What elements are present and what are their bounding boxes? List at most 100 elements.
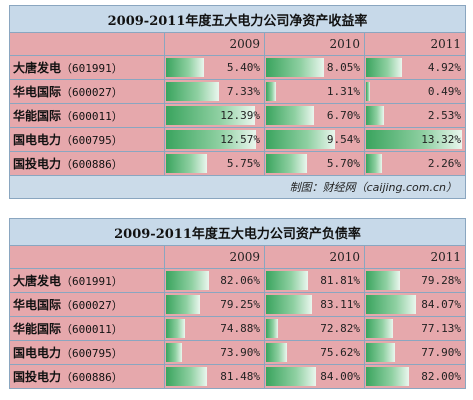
- data-bar: [166, 130, 257, 149]
- source-note: 制图：财经网（caijing.com.cn）: [8, 175, 467, 199]
- data-bar: [266, 82, 276, 101]
- value-label: 5.75%: [226, 157, 260, 170]
- stock-code: （601991）: [61, 62, 123, 75]
- data-bar: [166, 295, 200, 314]
- data-bar: [166, 82, 219, 101]
- value-cell: 79.28%: [363, 268, 467, 293]
- value-cell: 6.70%: [264, 103, 365, 128]
- value-cell: 77.13%: [363, 316, 467, 341]
- stock-code: （601991）: [61, 275, 123, 288]
- value-cell: 79.25%: [164, 292, 265, 317]
- data-bar: [266, 106, 314, 125]
- value-label: 77.13%: [421, 322, 462, 335]
- value-label: 1.31%: [326, 85, 360, 98]
- value-label: 72.82%: [320, 322, 360, 335]
- value-label: 5.40%: [226, 61, 260, 74]
- company-label: 华电国际: [13, 298, 62, 312]
- data-bar: [166, 367, 208, 386]
- data-bar: [266, 271, 309, 290]
- value-label: 8.05%: [326, 61, 360, 74]
- data-bar: [166, 343, 183, 362]
- value-label: 2.26%: [427, 157, 462, 170]
- company-name: 大唐发电（601991）: [9, 268, 165, 293]
- stock-code: （600886）: [61, 371, 123, 384]
- stock-code: （600027）: [61, 299, 123, 312]
- stock-code: （600027）: [61, 86, 123, 99]
- roe-table: 2009-2011年度五大电力公司净资产收益率 2009 2010 2011 大…: [8, 5, 467, 199]
- company-name: 华能国际（600011）: [9, 103, 165, 128]
- value-label: 0.49%: [427, 85, 462, 98]
- header-blank: [9, 32, 165, 56]
- year-header: 2011: [363, 245, 467, 269]
- table-row: 大唐发电（601991） 5.40% 8.05% 4.92%: [9, 55, 467, 80]
- stock-code: （600886）: [61, 158, 123, 171]
- company-label: 大唐发电: [13, 274, 62, 288]
- value-label: 79.28%: [421, 274, 462, 287]
- value-label: 79.25%: [220, 298, 260, 311]
- value-cell: 83.11%: [264, 292, 365, 317]
- data-bar: [166, 154, 208, 173]
- value-cell: 82.00%: [363, 364, 467, 389]
- year-header: 2010: [264, 245, 365, 269]
- value-label: 5.70%: [326, 157, 360, 170]
- data-bar: [366, 106, 385, 125]
- value-label: 84.00%: [320, 370, 360, 383]
- value-cell: 2.53%: [363, 103, 467, 128]
- value-cell: 81.81%: [264, 268, 365, 293]
- table-row: 华能国际（600011） 12.39% 6.70% 2.53%: [9, 103, 467, 128]
- data-bar: [166, 271, 210, 290]
- value-label: 81.81%: [320, 274, 360, 287]
- table-row: 华能国际（600011） 74.88% 72.82% 77.13%: [9, 316, 467, 341]
- data-bar: [366, 130, 462, 149]
- data-bar: [366, 343, 395, 362]
- value-cell: 75.62%: [264, 340, 365, 365]
- company-label: 国电电力: [13, 133, 62, 147]
- company-label: 华能国际: [13, 109, 62, 123]
- value-label: 82.06%: [220, 274, 260, 287]
- value-label: 13.32%: [421, 133, 462, 146]
- debt-table-title: 2009-2011年度五大电力公司资产负债率: [8, 218, 467, 246]
- value-label: 84.07%: [421, 298, 462, 311]
- stock-code: （600795）: [61, 134, 123, 147]
- value-label: 73.90%: [220, 346, 260, 359]
- roe-table-title: 2009-2011年度五大电力公司净资产收益率: [8, 5, 467, 33]
- value-cell: 12.57%: [164, 127, 265, 152]
- value-label: 6.70%: [326, 109, 360, 122]
- debt-ratio-table: 2009-2011年度五大电力公司资产负债率 2009 2010 2011 大唐…: [8, 218, 467, 389]
- value-label: 74.88%: [220, 322, 260, 335]
- data-bar: [366, 58, 402, 77]
- company-label: 华能国际: [13, 322, 62, 336]
- value-cell: 4.92%: [363, 55, 467, 80]
- value-cell: 77.90%: [363, 340, 467, 365]
- stock-code: （600011）: [61, 110, 123, 123]
- value-cell: 5.75%: [164, 151, 265, 176]
- value-label: 77.90%: [421, 346, 462, 359]
- value-cell: 82.06%: [164, 268, 265, 293]
- company-label: 国投电力: [13, 157, 62, 171]
- company-label: 大唐发电: [13, 61, 62, 75]
- company-label: 国投电力: [13, 370, 62, 384]
- company-label: 国电电力: [13, 346, 62, 360]
- company-name: 国投电力（600886）: [9, 151, 165, 176]
- data-bar: [366, 154, 383, 173]
- value-cell: 84.07%: [363, 292, 467, 317]
- value-cell: 8.05%: [264, 55, 365, 80]
- year-header: 2009: [164, 32, 265, 56]
- value-label: 75.62%: [320, 346, 360, 359]
- table-row: 国电电力（600795） 12.57% 9.54% 13.32%: [9, 127, 467, 152]
- value-label: 4.92%: [427, 61, 462, 74]
- value-cell: 81.48%: [164, 364, 265, 389]
- value-cell: 13.32%: [363, 127, 467, 152]
- data-bar: [166, 319, 186, 338]
- table-row: 大唐发电（601991） 82.06% 81.81% 79.28%: [9, 268, 467, 293]
- value-cell: 84.00%: [264, 364, 365, 389]
- company-name: 华能国际（600011）: [9, 316, 165, 341]
- data-bar: [366, 319, 393, 338]
- data-bar: [266, 130, 336, 149]
- value-label: 81.48%: [220, 370, 260, 383]
- data-bar: [366, 295, 416, 314]
- value-cell: 7.33%: [164, 79, 265, 104]
- value-label: 9.54%: [326, 133, 360, 146]
- stock-code: （600011）: [61, 323, 123, 336]
- value-cell: 1.31%: [264, 79, 365, 104]
